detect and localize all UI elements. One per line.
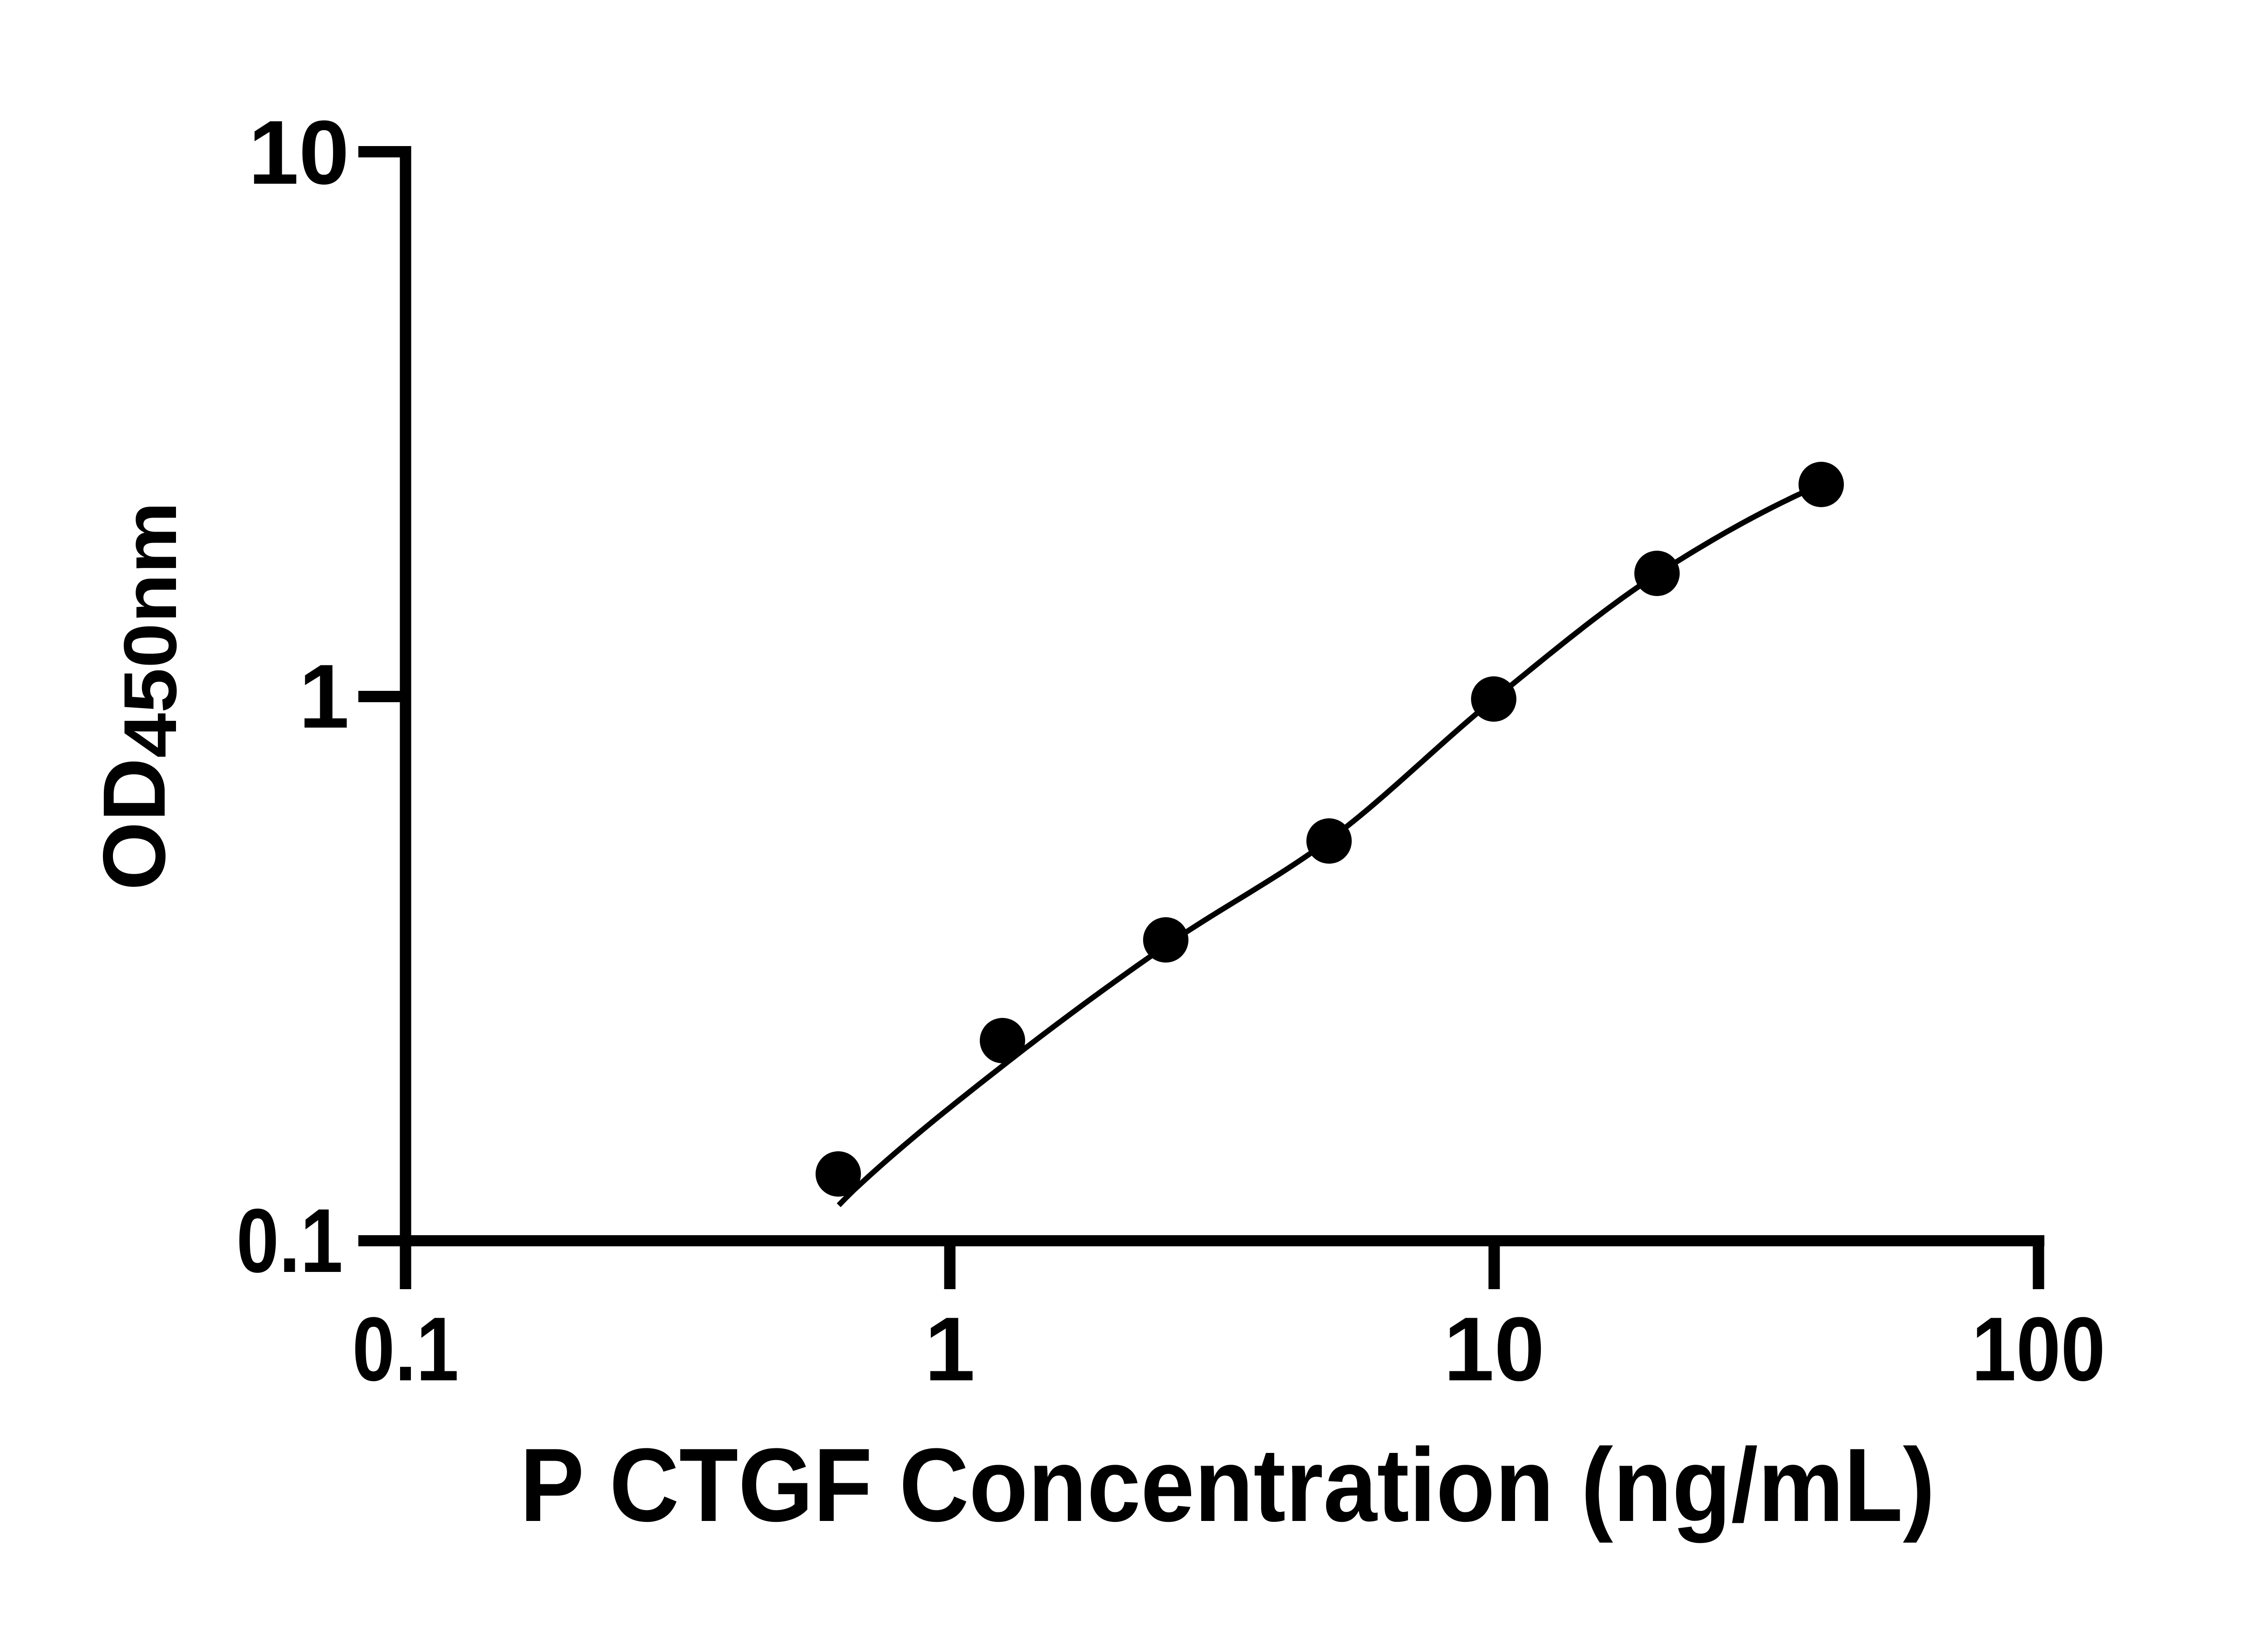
svg-text:10: 10 <box>1444 1299 1545 1400</box>
svg-text:10: 10 <box>249 102 349 203</box>
svg-text:450nm: 450nm <box>108 502 192 758</box>
svg-text:100: 100 <box>1972 1299 2106 1400</box>
svg-text:0.1: 0.1 <box>352 1299 459 1400</box>
svg-text:1: 1 <box>299 646 349 747</box>
svg-text:OD: OD <box>85 758 184 891</box>
svg-text:0.1: 0.1 <box>236 1190 343 1291</box>
svg-text:P CTGF Concentration (ng/mL): P CTGF Concentration (ng/mL) <box>520 1427 1935 1543</box>
svg-text:1: 1 <box>924 1299 975 1400</box>
